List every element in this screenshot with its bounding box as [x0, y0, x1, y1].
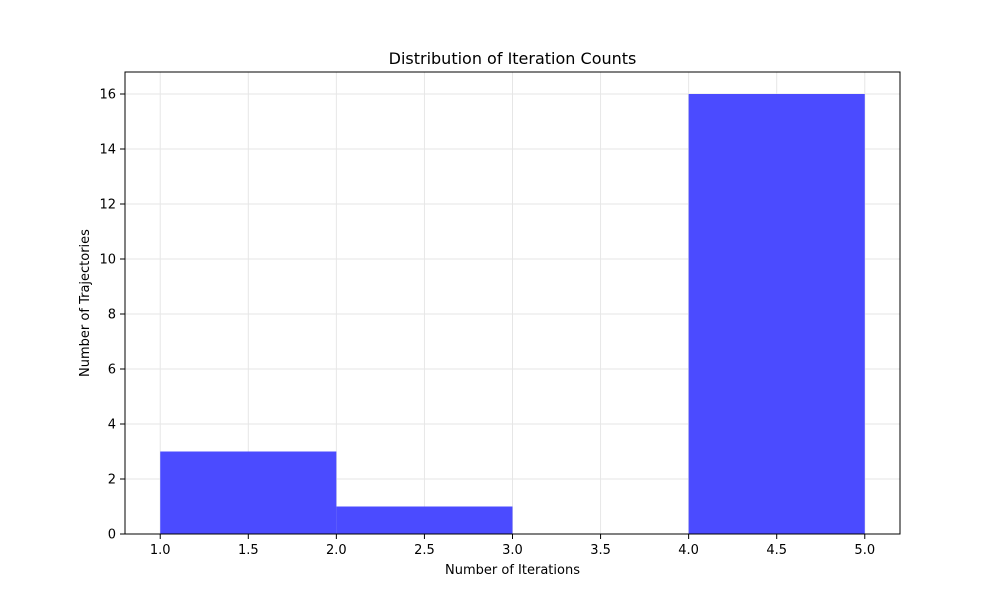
- y-tick-label: 12: [99, 198, 116, 213]
- x-ticks: 1.0 1.5 2.0 2.5 3.0 3.5 4.0 4.5 5.0: [150, 534, 875, 558]
- x-tick-label: 4.5: [766, 543, 787, 558]
- y-axis-title: Number of Trajectories: [78, 229, 93, 377]
- histogram-bar: [688, 94, 865, 534]
- bars-layer: [160, 94, 865, 534]
- x-tick-label: 3.0: [502, 543, 523, 558]
- y-ticks: 0 2 4 6 8 10 12 14 16: [99, 88, 125, 543]
- y-tick-label: 14: [99, 143, 116, 158]
- x-tick-label: 3.5: [590, 543, 611, 558]
- y-tick-label: 2: [108, 473, 116, 488]
- y-tick-label: 10: [99, 253, 116, 268]
- chart-title: Distribution of Iteration Counts: [389, 49, 637, 68]
- x-tick-label: 2.0: [326, 543, 347, 558]
- histogram-bar: [160, 451, 337, 534]
- y-tick-label: 4: [108, 418, 116, 433]
- x-tick-label: 2.5: [414, 543, 435, 558]
- x-axis-title: Number of Iterations: [445, 563, 580, 578]
- histogram-bar: [336, 506, 513, 534]
- x-tick-label: 4.0: [678, 543, 699, 558]
- x-tick-label: 5.0: [854, 543, 875, 558]
- x-tick-label: 1.0: [150, 543, 171, 558]
- y-tick-label: 0: [108, 528, 116, 543]
- y-tick-label: 16: [99, 88, 116, 103]
- y-tick-label: 6: [108, 363, 116, 378]
- x-tick-label: 1.5: [238, 543, 259, 558]
- y-tick-label: 8: [108, 308, 116, 323]
